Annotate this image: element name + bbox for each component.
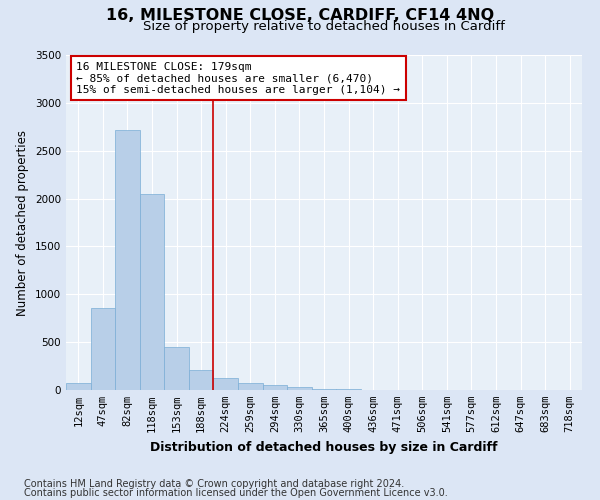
Bar [189, 370, 214, 390]
Text: Contains HM Land Registry data © Crown copyright and database right 2024.: Contains HM Land Registry data © Crown c… [24, 479, 404, 489]
Bar [214, 378, 238, 390]
Bar [91, 308, 115, 390]
Bar [287, 387, 312, 390]
Text: 16, MILESTONE CLOSE, CARDIFF, CF14 4NQ: 16, MILESTONE CLOSE, CARDIFF, CF14 4NQ [106, 8, 494, 22]
Y-axis label: Number of detached properties: Number of detached properties [16, 130, 29, 316]
Bar [164, 347, 189, 390]
X-axis label: Distribution of detached houses by size in Cardiff: Distribution of detached houses by size … [150, 440, 498, 454]
Title: Size of property relative to detached houses in Cardiff: Size of property relative to detached ho… [143, 20, 505, 33]
Bar [140, 194, 164, 390]
Bar [115, 130, 140, 390]
Bar [238, 384, 263, 390]
Bar [312, 389, 336, 390]
Text: 16 MILESTONE CLOSE: 179sqm
← 85% of detached houses are smaller (6,470)
15% of s: 16 MILESTONE CLOSE: 179sqm ← 85% of deta… [76, 62, 400, 95]
Text: Contains public sector information licensed under the Open Government Licence v3: Contains public sector information licen… [24, 488, 448, 498]
Bar [263, 384, 287, 390]
Bar [66, 384, 91, 390]
Bar [336, 389, 361, 390]
